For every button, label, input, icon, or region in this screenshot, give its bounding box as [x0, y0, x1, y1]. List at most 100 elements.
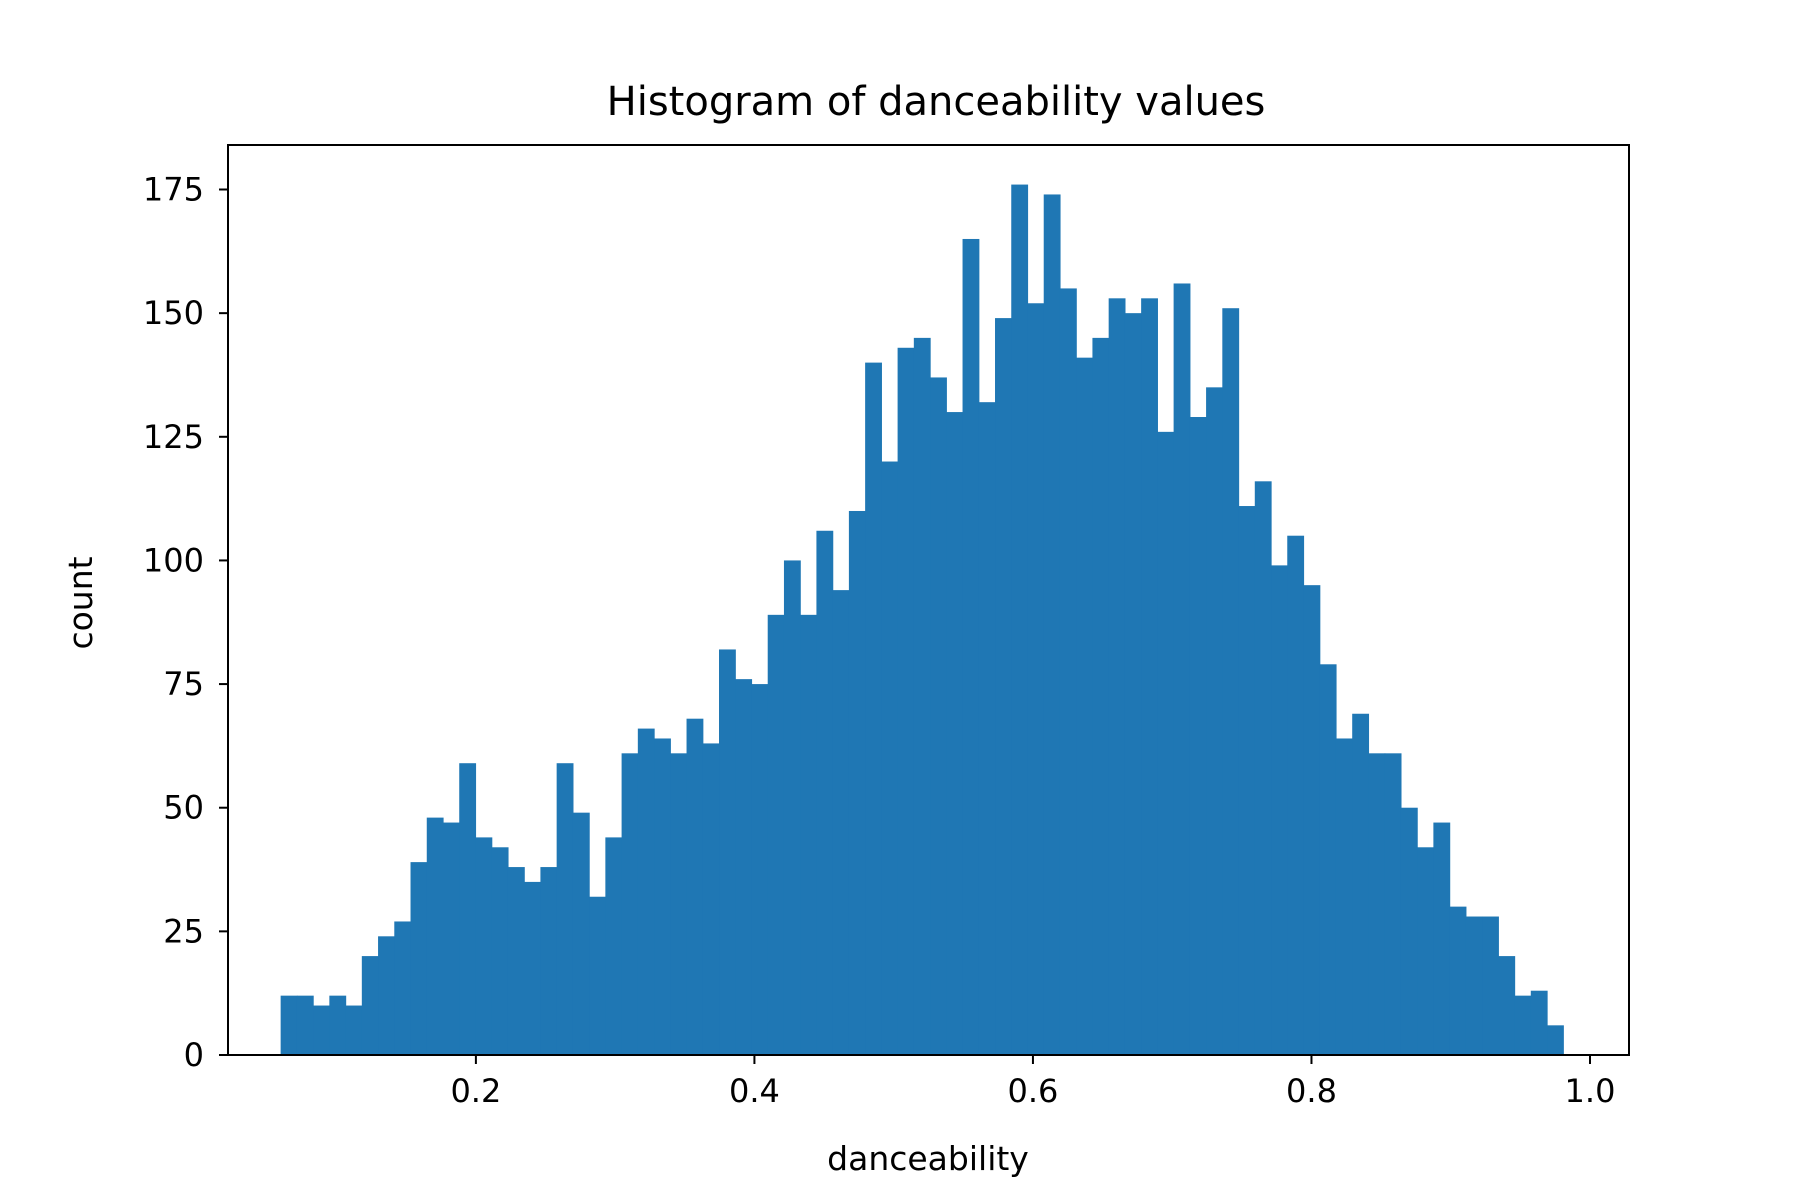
y-tick-label: 150 [143, 294, 204, 332]
bars-group [280, 184, 1564, 1056]
histogram-bar [556, 763, 574, 1055]
histogram-bar [1043, 194, 1061, 1055]
histogram-bar [1092, 337, 1110, 1055]
histogram-bar [1498, 956, 1516, 1055]
histogram-bar [1238, 506, 1256, 1056]
histogram-bar [1384, 753, 1402, 1055]
histogram-bar [605, 837, 623, 1055]
histogram-bar [946, 412, 964, 1056]
histogram-bar [1530, 990, 1548, 1055]
histogram-bar [1449, 906, 1467, 1055]
x-axis-ticks: 0.2 0.4 0.6 0.8 1.0 [450, 1055, 1615, 1110]
histogram-bar [459, 763, 477, 1055]
x-tick-label: 0.6 [1008, 1072, 1059, 1110]
histogram-bar [1189, 417, 1207, 1055]
histogram-bar [1059, 288, 1077, 1055]
histogram-bar [621, 753, 639, 1055]
y-axis-ticks: 0 25 50 75 100 125 150 175 [143, 171, 228, 1074]
histogram-bar [962, 238, 980, 1055]
histogram-bar [913, 337, 931, 1055]
histogram-bar [589, 896, 606, 1055]
y-tick-label: 100 [143, 541, 204, 579]
histogram-bar [783, 560, 801, 1055]
y-tick-label: 125 [143, 418, 204, 456]
histogram-bar [1108, 298, 1126, 1056]
histogram-bar [670, 753, 688, 1055]
histogram-bar [767, 614, 785, 1055]
y-axis-label: count [61, 556, 100, 649]
histogram-bar [1222, 308, 1240, 1055]
histogram-bar [978, 402, 996, 1055]
histogram-bar [1011, 184, 1029, 1056]
histogram-bar [507, 867, 525, 1055]
histogram-bar [394, 921, 412, 1055]
histogram-bar [637, 728, 655, 1055]
histogram-bar [897, 347, 915, 1055]
x-axis-label: danceability [827, 1139, 1029, 1178]
histogram-bar [524, 881, 542, 1055]
y-tick-label: 50 [163, 789, 204, 827]
x-tick-label: 0.4 [729, 1072, 780, 1110]
histogram-bar [345, 1005, 363, 1055]
histogram-bar [1076, 357, 1094, 1055]
histogram-bar [1173, 283, 1191, 1055]
histogram-bar [800, 614, 818, 1055]
histogram-bar [848, 510, 866, 1055]
histogram-bar [930, 377, 947, 1055]
histogram-bar [313, 1005, 330, 1055]
histogram-bar [1368, 753, 1386, 1055]
histogram-bar [1352, 713, 1370, 1055]
x-tick-label: 1.0 [1565, 1072, 1616, 1110]
histogram-bar [816, 530, 834, 1055]
histogram-bar [832, 590, 850, 1055]
histogram-bar [329, 995, 347, 1055]
y-tick-label: 25 [163, 912, 204, 950]
histogram-bar [1417, 847, 1434, 1055]
histogram-bar [1157, 431, 1175, 1055]
y-tick-label: 175 [143, 171, 204, 209]
histogram-bar [1254, 481, 1272, 1056]
histogram-bar [1319, 664, 1337, 1055]
histogram-bar [719, 649, 736, 1055]
histogram-bar [654, 738, 671, 1055]
plot-frame [227, 144, 1630, 1056]
y-tick-label: 0 [184, 1036, 204, 1074]
histogram-bar [1482, 916, 1499, 1055]
histogram-bar [995, 318, 1012, 1055]
histogram-bar [1287, 535, 1305, 1055]
histogram-bar [1303, 585, 1321, 1055]
histogram-bar [881, 461, 899, 1055]
histogram-bar [475, 837, 493, 1055]
histogram-bar [442, 822, 460, 1055]
y-tick-label: 75 [163, 665, 204, 703]
histogram-bar [378, 936, 395, 1055]
histogram-bar [1124, 313, 1142, 1055]
x-tick-label: 0.8 [1286, 1072, 1337, 1110]
histogram-bar [1206, 387, 1223, 1056]
histogram-bar [686, 718, 704, 1055]
histogram-bar [1547, 1025, 1564, 1055]
histogram-bar [702, 743, 720, 1055]
histogram-bar [426, 817, 444, 1055]
histogram-bar [1514, 995, 1532, 1055]
histogram-bar [735, 679, 753, 1055]
histogram-bar [280, 995, 298, 1055]
histogram-bar [1141, 298, 1158, 1056]
histogram-bar [491, 847, 509, 1055]
x-tick-label: 0.2 [450, 1072, 501, 1110]
chart-title: Histogram of danceability values [607, 79, 1266, 125]
histogram-bar [296, 995, 314, 1055]
histogram-bar [540, 867, 558, 1055]
histogram-bar [1271, 565, 1288, 1055]
histogram-bar [1400, 807, 1418, 1055]
histogram-bar [1465, 916, 1483, 1055]
histogram-bar [1433, 822, 1451, 1055]
histogram-bar [865, 362, 882, 1055]
histogram-bar [1027, 303, 1045, 1055]
histogram-bar [751, 684, 769, 1055]
histogram-bar [572, 812, 590, 1055]
histogram-bar [1335, 738, 1353, 1055]
histogram-bar [410, 862, 428, 1055]
histogram-bar [361, 956, 379, 1055]
